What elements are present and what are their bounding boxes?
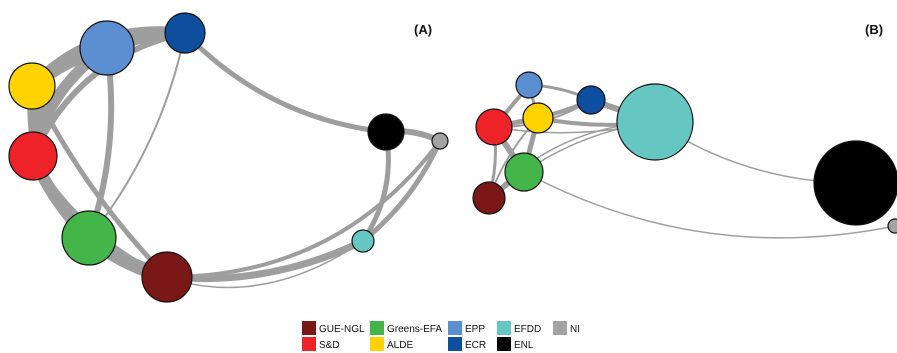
- panel-a-node-ecr: [164, 12, 206, 54]
- legend-swatch-ni: [553, 321, 567, 335]
- panel-a-node-efdd: [351, 229, 375, 253]
- legend-label-gue: GUE-NGL: [319, 324, 365, 335]
- legend-label-enl: ENL: [514, 340, 534, 351]
- panel-b-node-sd: [475, 108, 513, 146]
- legend-label-ni: NI: [570, 324, 580, 335]
- panel-a: (A): [8, 12, 449, 303]
- legend-swatch-gue: [302, 321, 316, 335]
- panel-b-node-epp: [515, 71, 543, 99]
- panel-a-node-alde: [8, 62, 56, 110]
- panel-a-edge-ni-efdd: [360, 138, 443, 244]
- panel-a-node-greens: [61, 210, 117, 266]
- legend-swatch-efdd: [497, 321, 511, 335]
- legend: GUE-NGL S&D Greens-EFA ALDE EPP ECR EFDD…: [302, 321, 580, 351]
- panel-a-node-ni: [431, 132, 449, 150]
- panel-a-edge-gue-efdd: [163, 237, 367, 283]
- panel-a-edge-ecr-enl: [182, 30, 389, 135]
- panel-b-edge-greens-ni: [523, 171, 896, 239]
- panel-b-nodes: [472, 71, 897, 234]
- panel-a-edge-alde-gue: [29, 83, 170, 280]
- legend-label-alde: ALDE: [387, 340, 413, 351]
- legend-swatch-greens: [370, 321, 384, 335]
- legend-swatch-sd: [302, 337, 316, 351]
- legend-label-sd: S&D: [319, 340, 340, 351]
- legend-label-greens: Greens-EFA: [387, 324, 442, 335]
- legend-swatch-enl: [497, 337, 511, 351]
- panel-a-node-sd: [8, 131, 58, 181]
- panel-b: (B): [472, 22, 897, 239]
- legend-swatch-alde: [370, 337, 384, 351]
- panel-b-label: (B): [865, 22, 883, 37]
- panel-a-edge-sd-ecr: [30, 30, 188, 159]
- legend-label-efdd: EFDD: [514, 324, 541, 335]
- panel-b-node-enl: [813, 140, 897, 226]
- panel-b-node-greens: [504, 152, 544, 192]
- panel-a-node-epp: [79, 20, 135, 76]
- panel-a-node-gue: [141, 251, 193, 303]
- panel-a-nodes: [8, 12, 449, 303]
- panel-a-label: (A): [414, 22, 432, 37]
- panel-b-node-gue: [472, 181, 506, 215]
- panel-a-node-enl: [367, 113, 405, 151]
- panel-b-node-efdd: [616, 83, 694, 161]
- panel-a-edge-greens-efdd: [88, 237, 364, 289]
- legend-label-epp: EPP: [465, 324, 485, 335]
- panel-b-node-ni: [887, 218, 897, 234]
- panel-b-node-alde: [522, 102, 554, 134]
- legend-swatch-epp: [448, 321, 462, 335]
- panel-a-edge-ecr-greens: [88, 32, 186, 239]
- legend-swatch-ecr: [448, 337, 462, 351]
- panel-a-edge-gue-ni: [165, 139, 442, 280]
- panel-b-node-ecr: [576, 85, 606, 115]
- legend-label-ecr: ECR: [465, 340, 486, 351]
